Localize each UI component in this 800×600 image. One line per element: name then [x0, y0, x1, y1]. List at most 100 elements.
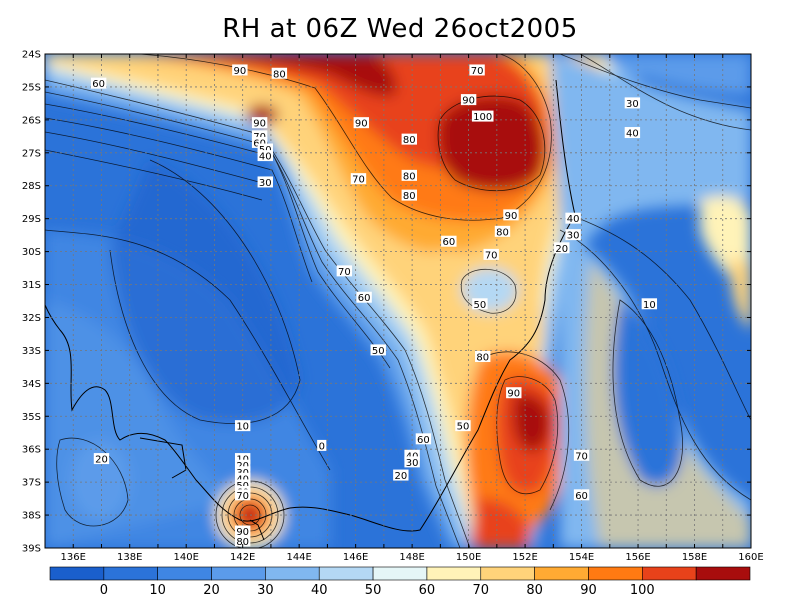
- contour-label-bg: [257, 176, 273, 188]
- contour-label: 90: [505, 211, 518, 222]
- colorbar-segment: [157, 566, 212, 581]
- lat-tick-label: 32S: [22, 313, 41, 324]
- contour-label-bg: [251, 117, 268, 129]
- contour-label-bg: [415, 433, 432, 445]
- colorbar-segment: [372, 566, 428, 581]
- lon-tick-label: 152E: [512, 552, 537, 563]
- colorbar-label: 10: [149, 583, 166, 598]
- contour-label-bg: [234, 459, 251, 471]
- colorbar-segment: [588, 566, 643, 581]
- contour-label: 50: [457, 422, 470, 433]
- colorbar-label: 20: [203, 583, 220, 598]
- contour-label-bg: [624, 97, 641, 109]
- colorbar-segment: [265, 566, 320, 581]
- contour-label: 60: [575, 491, 588, 502]
- contour-label-bg: [471, 110, 494, 122]
- contour-label: 50: [474, 300, 487, 311]
- lon-tick-label: 156E: [625, 552, 650, 563]
- contour-label-bg: [234, 420, 251, 432]
- colorbar-label: 100: [630, 583, 655, 598]
- contour-label: 70: [236, 491, 249, 502]
- contour-label-bg: [472, 298, 488, 310]
- lon-tick-label: 154E: [569, 552, 594, 563]
- contour-label: 80: [403, 171, 416, 182]
- contour-label-bg: [554, 242, 570, 254]
- lon-tick-label: 138E: [117, 552, 142, 563]
- colorbar-label: 80: [526, 583, 543, 598]
- lat-tick-label: 26S: [22, 115, 41, 126]
- contour-label: 10: [236, 422, 249, 433]
- colorbar-label: 90: [580, 583, 597, 598]
- colorbar: 0 10 20 30 40 50 60 70 80 90 100: [49, 566, 751, 598]
- contour-label: 90: [462, 96, 475, 107]
- contour-label: 80: [476, 352, 489, 363]
- contour-label-bg: [401, 133, 417, 145]
- colorbar-segment: [642, 566, 697, 581]
- contour-label: 30: [626, 99, 639, 110]
- contour-label: 40: [259, 152, 272, 163]
- colorbar-label: 50: [365, 583, 382, 598]
- colorbar-segment: [695, 566, 751, 581]
- contour-label-bg: [401, 169, 417, 181]
- lon-tick-label: 142E: [230, 552, 255, 563]
- contour-label: 90: [355, 119, 368, 130]
- lon-tick-label: 144E: [286, 552, 311, 563]
- contour-label: 60: [442, 237, 455, 248]
- contour-label: 60: [417, 435, 430, 446]
- lat-tick-label: 39S: [22, 544, 41, 555]
- contour-label-bg: [460, 94, 477, 106]
- contour-label-bg: [573, 449, 590, 461]
- lat-tick-label: 25S: [22, 82, 41, 93]
- lon-tick-label: 150E: [456, 552, 481, 563]
- contour-label-bg: [624, 127, 641, 139]
- contour-label-bg: [565, 212, 581, 224]
- colorbar-label: 40: [311, 583, 328, 598]
- chart-title: RH at 06Z Wed 26oct2005: [222, 14, 578, 44]
- contour-label: 70: [352, 175, 365, 186]
- contour-label-bg: [234, 479, 251, 491]
- contour-label: 70: [575, 451, 588, 462]
- contour-label-bg: [494, 225, 511, 237]
- contour-label: 90: [507, 389, 520, 400]
- contour-label: 80: [273, 69, 286, 80]
- axis-ticks: [45, 53, 752, 549]
- contour-label: 60: [92, 79, 105, 90]
- contour-label-bg: [251, 130, 268, 142]
- longitude-axis: 136E 138E 140E 142E 144E 146E 148E 150E 152E 154E…: [61, 552, 764, 563]
- lat-tick-label: 33S: [22, 346, 41, 357]
- contour-label-bg: [356, 291, 372, 303]
- contour-label-bg: [234, 489, 251, 501]
- lat-tick-label: 36S: [22, 445, 41, 456]
- contour-label-bg: [234, 466, 251, 478]
- lat-tick-label: 35S: [22, 412, 41, 423]
- contour-label-bg: [404, 449, 420, 461]
- contour-label-bg: [641, 298, 658, 310]
- contour-label: 80: [496, 227, 509, 238]
- contour-label: 10: [643, 300, 656, 311]
- coastline: [45, 79, 576, 541]
- colorbar-label: 60: [419, 583, 436, 598]
- latitude-axis: 24S 25S 26S 27S 28S 29S 30S 31S 32S 33S 34S 35S 36S 3…: [22, 50, 41, 555]
- contour-label: 20: [394, 471, 407, 482]
- lon-tick-label: 148E: [399, 552, 424, 563]
- colorbar-label: 30: [257, 583, 274, 598]
- colorbar-segment: [103, 566, 158, 581]
- lat-tick-label: 37S: [22, 478, 41, 489]
- contour-label-bg: [257, 150, 273, 162]
- contour-label-bg: [234, 535, 251, 547]
- contour-label: 80: [403, 135, 416, 146]
- contour-label: 30: [259, 178, 272, 189]
- contour-labels: 6090807090100304090706050409080708030809…: [90, 64, 658, 548]
- contour-label: 70: [485, 250, 498, 261]
- colorbar-segment: [211, 566, 266, 581]
- contour-label-bg: [483, 248, 499, 260]
- contour-label-bg: [257, 143, 273, 155]
- contour-label-bg: [370, 344, 386, 356]
- colorbar-label: 0: [100, 583, 108, 598]
- lon-tick-label: 136E: [61, 552, 86, 563]
- lat-tick-label: 30S: [22, 247, 41, 258]
- contour-label-bg: [475, 350, 491, 362]
- lat-tick-label: 24S: [22, 50, 41, 61]
- contour-label: 40: [567, 214, 580, 225]
